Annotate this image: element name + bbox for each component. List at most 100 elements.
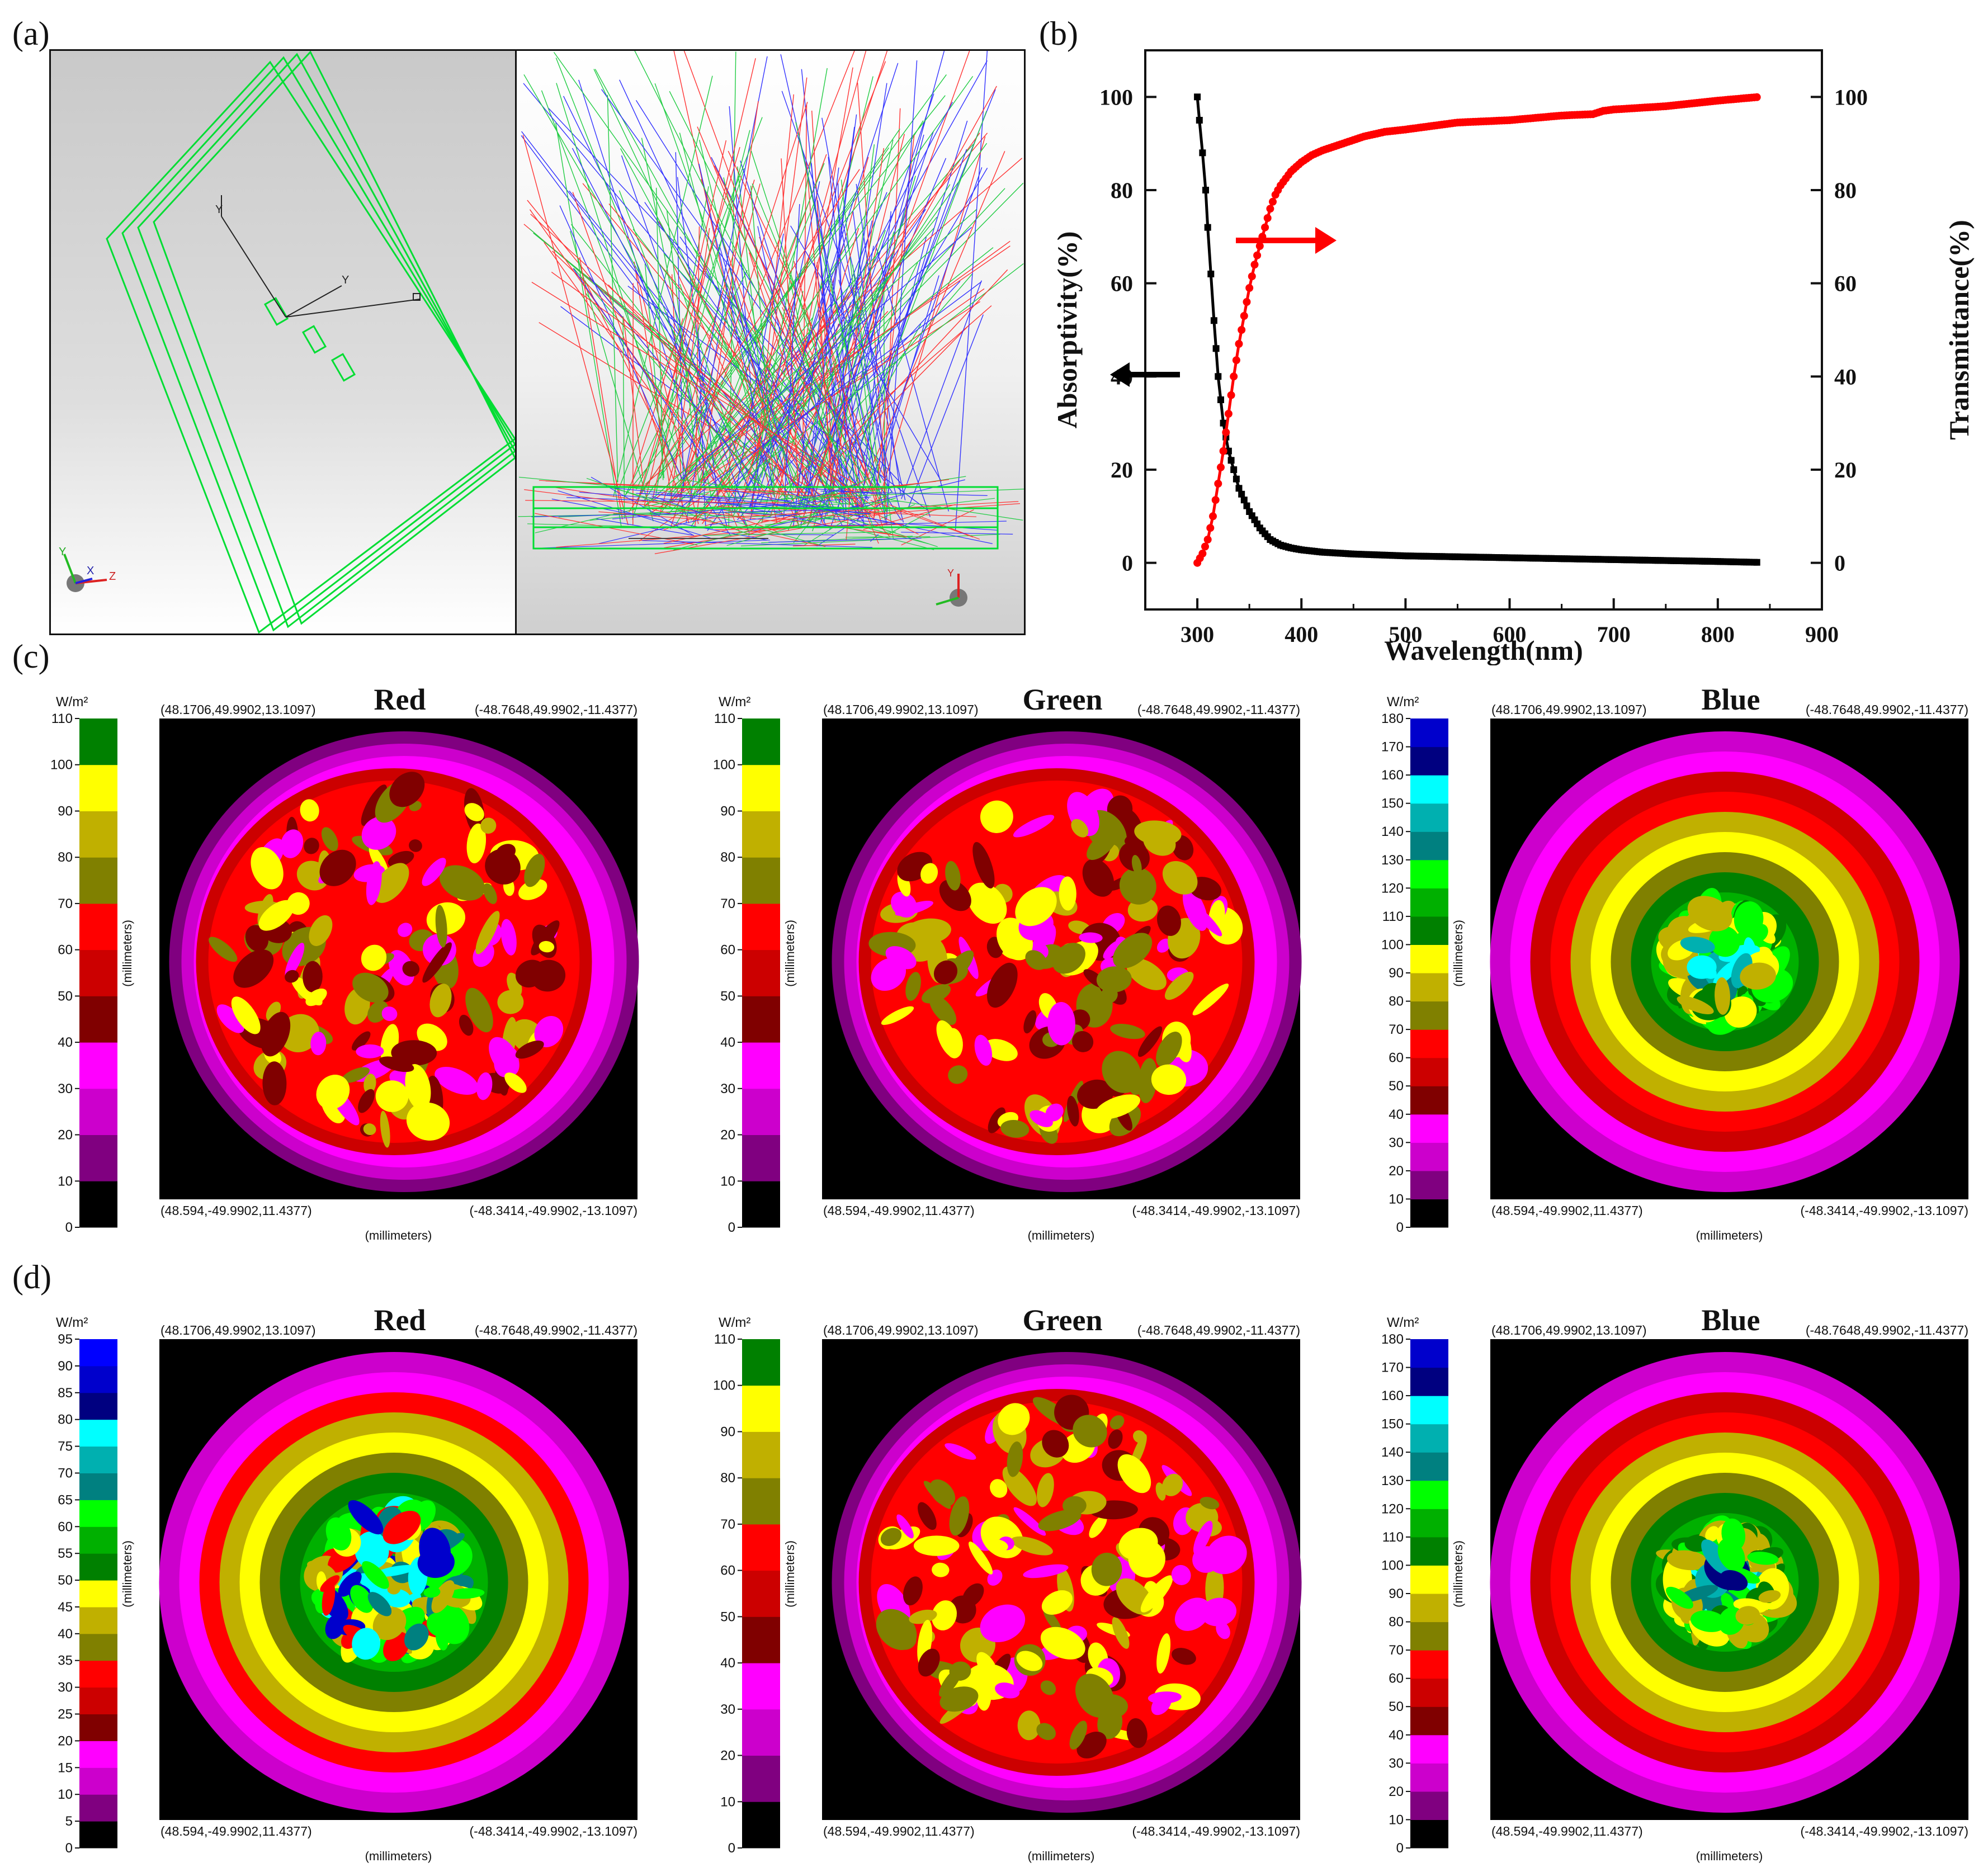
contour-blob [355,1531,389,1570]
contour-blob [1687,955,1717,979]
irradiance-map-d-red: W/m² 0 5 10 15 20 25 30 35 40 45 50 55 60 65 70 75 80 85 90… [56,1306,638,1863]
contour-blob [388,950,415,986]
ray [703,216,937,505]
scale-swatch [1410,1057,1448,1086]
coord-bottom-left: (48.594,-49.9902,11.4377) [160,1824,312,1838]
ray [697,133,980,521]
scale-swatch [1410,1706,1448,1736]
ray-internal [827,488,848,504]
triad-x-label: X [87,565,94,577]
contour-blob [1751,924,1768,942]
scale-swatch [79,1687,117,1714]
ray [840,179,876,488]
absorptivity-point [1238,490,1245,498]
contour-blob [896,1514,914,1539]
contour-blob [429,984,452,1018]
led-chip-1 [263,297,289,326]
contour-blob [1089,1515,1107,1538]
scale-label: 20 [58,1128,73,1143]
contour-blob [367,1592,392,1616]
wireframe-svg: Y Y Y X Z [59,50,517,634]
y-left-tick-label: 100 [1099,84,1133,110]
transmittance-point [1753,93,1761,101]
ray [659,75,974,515]
contour-blob [1200,1497,1220,1510]
ray [669,228,710,509]
map-title: Blue [1701,1306,1760,1337]
ray-internal [870,500,974,538]
plate-outline-3 [137,53,516,628]
unit-label: W/m² [56,694,88,710]
scale-label: 140 [1381,1445,1404,1460]
contour-blob [373,863,409,903]
contour-blob [397,923,413,937]
contour-blob [1073,1415,1107,1448]
contour-blob [321,827,338,852]
contour-blob [962,1583,984,1607]
ray-internal [723,509,899,536]
contour-blob [1151,1064,1187,1095]
scale-swatch [79,764,117,811]
scale-label: 120 [1381,881,1404,896]
ray-internal [531,508,868,517]
unit-label: W/m² [56,1315,88,1330]
scale-swatch [79,1794,117,1822]
ray-internal [886,499,1023,521]
scale-swatch [79,1365,117,1393]
y-left-tick-label: 80 [1111,178,1133,203]
contour-blob [1172,1648,1196,1665]
y-axis-label: (millimeters) [783,920,797,987]
contour-blob [391,1040,437,1066]
scale-label: 70 [1389,1022,1404,1037]
transmittance-point [1266,205,1274,213]
scale-label: 20 [58,1733,73,1748]
scale-label: 0 [728,1841,735,1856]
contour-blob [1036,1723,1056,1741]
contour-blob [1705,1526,1720,1542]
contour-blob [422,942,452,983]
contour-blob [920,863,938,884]
contour-blob [1206,1535,1247,1575]
contour-blob [974,1034,993,1066]
scale-label: 10 [58,1787,73,1802]
scale-label: 0 [728,1220,735,1235]
ray [852,264,881,483]
ray-trace-view: Y [517,49,1026,635]
absorptivity-point [1227,457,1235,464]
scale-label: 80 [58,850,73,865]
ray [749,252,836,522]
contour-blob [986,962,1018,1008]
scale-label: 80 [58,1412,73,1427]
contour-blob [1069,1720,1087,1750]
scale-swatch [79,1580,117,1608]
contour-blob [948,1065,968,1084]
ray-internal [887,506,941,535]
contour-blob [310,1032,327,1056]
scale-label: 40 [720,1656,735,1671]
scale-swatch [742,1181,780,1228]
ray [593,69,795,491]
contour-blob [1030,1110,1053,1127]
contour-blob [383,1510,421,1544]
contour-blob [918,1648,940,1677]
ray [733,313,910,485]
scale-label: 0 [1396,1841,1404,1856]
x-tick-label: 500 [1389,622,1422,647]
ray [695,101,759,526]
scale-label: 60 [1389,1051,1404,1066]
ray [750,186,775,497]
y-right-tick-label: 0 [1834,551,1845,576]
ray-internal [750,479,965,532]
contour-blob [944,1028,963,1058]
ray [783,204,800,520]
panel-label-d: (d) [12,1259,51,1296]
scale-label: 110 [714,1332,735,1347]
contour-blob [1758,1590,1781,1603]
scale-swatch [1410,718,1448,748]
contour-blob [448,1588,485,1599]
scale-label: 25 [58,1707,73,1722]
contour-blob [922,984,951,1004]
y-left-tick-label: 20 [1111,457,1133,483]
ray [769,228,860,517]
contour-blob [1192,984,1229,1015]
